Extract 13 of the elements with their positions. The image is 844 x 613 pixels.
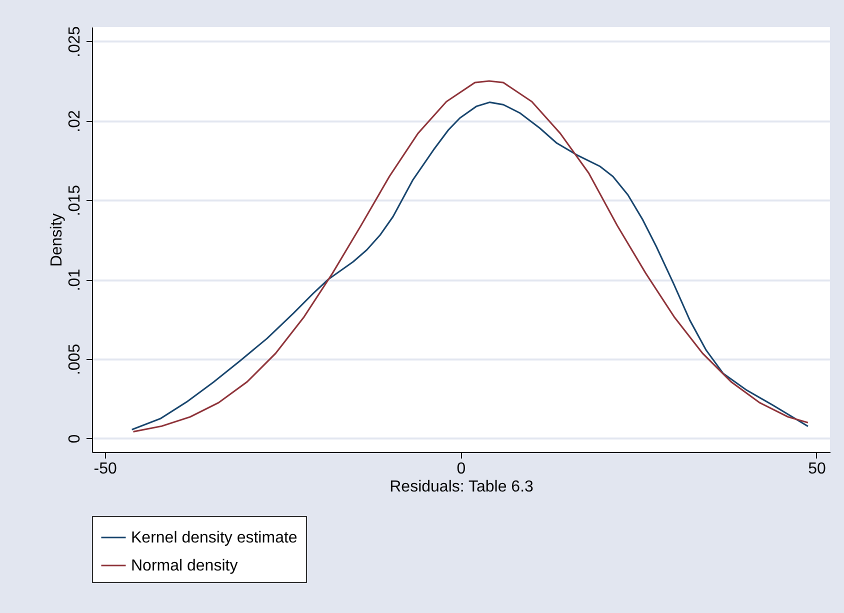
y-tick-label: .005 [66,344,84,375]
x-axis-title: Residuals: Table 6.3 [390,478,534,496]
x-tick-label: -50 [94,460,117,478]
y-tick-label: .02 [66,110,84,132]
legend-label: Normal density [131,558,238,574]
x-tick-label: 0 [456,460,466,478]
y-tick-label: .01 [66,268,84,292]
y-axis-title: Density [48,213,66,267]
y-tick-label: .015 [66,184,84,216]
y-tick-label: 0 [66,434,84,444]
x-tick-label: 50 [808,460,826,478]
y-tick-label: .025 [66,26,84,58]
legend-label: Kernel density estimate [131,530,298,546]
